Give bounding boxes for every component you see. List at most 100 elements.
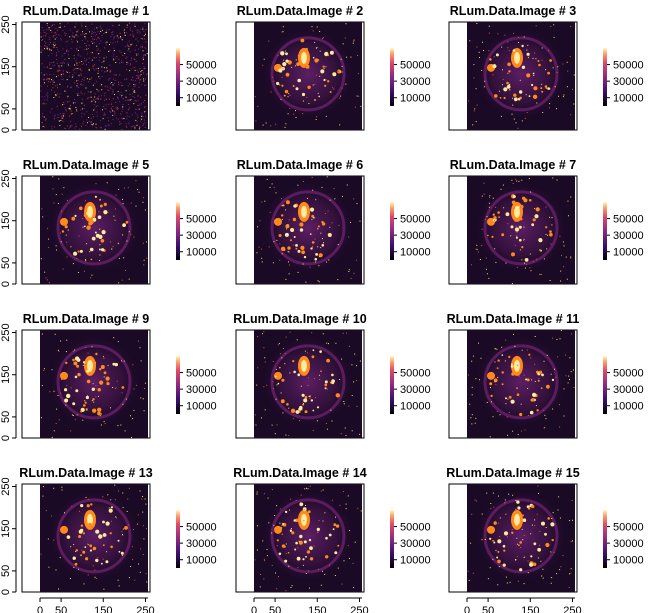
noise-pixel (563, 388, 565, 390)
noise-pixel (69, 105, 71, 107)
bright-spot (321, 244, 325, 247)
noise-pixel (123, 98, 125, 100)
noise-pixel (82, 31, 83, 33)
bright-spot (95, 352, 98, 356)
noise-pixel (266, 549, 268, 550)
noise-pixel (142, 398, 144, 400)
noise-pixel (511, 179, 513, 181)
noise-pixel (307, 385, 309, 386)
noise-pixel (325, 423, 327, 424)
bright-spot (101, 562, 103, 565)
noise-pixel (125, 125, 127, 127)
bright-spot (106, 382, 110, 386)
noise-pixel (475, 121, 477, 123)
bright-spot (300, 245, 305, 250)
noise-pixel (62, 115, 64, 117)
noise-pixel (75, 551, 77, 552)
bright-spot (295, 410, 300, 414)
bright-spot (307, 85, 311, 90)
noise-pixel (313, 378, 315, 380)
y-tick-label: 50 (0, 257, 12, 269)
noise-pixel (59, 83, 61, 85)
noise-pixel (56, 84, 58, 86)
noise-pixel (142, 50, 144, 52)
noise-pixel (76, 31, 78, 33)
bright-spot (513, 97, 518, 102)
noise-pixel (87, 91, 89, 93)
noise-pixel (134, 49, 136, 51)
noise-pixel (516, 537, 518, 539)
noise-pixel (65, 234, 67, 236)
noise-pixel (308, 103, 310, 104)
noise-pixel (264, 361, 266, 363)
noise-pixel (326, 428, 328, 430)
noise-pixel (111, 32, 113, 34)
noise-pixel (99, 78, 101, 80)
noise-pixel (263, 347, 265, 349)
noise-pixel (276, 505, 278, 507)
noise-pixel (145, 48, 147, 50)
noise-pixel (339, 97, 341, 99)
noise-pixel (126, 45, 128, 47)
x-axis: 0 50 150 250 (464, 597, 582, 613)
noise-pixel (143, 66, 145, 68)
noise-pixel (46, 79, 48, 81)
noise-pixel (132, 76, 134, 78)
noise-pixel (119, 121, 121, 123)
noise-pixel (258, 246, 260, 248)
noise-pixel (67, 537, 69, 539)
noise-pixel (45, 277, 47, 279)
colorbar-label: 10000 (613, 401, 644, 413)
hot-core (514, 513, 520, 526)
bright-spot (329, 91, 332, 93)
colorbar-label: 50000 (186, 368, 217, 380)
noise-pixel (46, 23, 48, 24)
noise-pixel (501, 346, 503, 348)
noise-pixel (78, 75, 80, 77)
noise-pixel (337, 244, 339, 246)
noise-pixel (353, 198, 355, 200)
bright-spot (512, 49, 516, 52)
noise-pixel (71, 113, 73, 115)
noise-field (470, 177, 572, 284)
bright-spot (82, 361, 86, 364)
bright-spot (281, 84, 284, 87)
noise-pixel (124, 34, 126, 36)
noise-pixel (287, 113, 289, 115)
bright-spot (291, 531, 295, 535)
noise-pixel (563, 266, 565, 268)
panel-grid: RLum.Data.Image # 1050150250100003000050… (0, 4, 644, 613)
noise-pixel (137, 105, 139, 106)
noise-pixel (146, 581, 148, 583)
bright-spot (521, 44, 524, 48)
noise-pixel (118, 24, 120, 26)
noise-pixel (481, 195, 483, 197)
noise-pixel (517, 127, 519, 129)
bright-spot (97, 388, 101, 392)
noise-pixel (96, 88, 98, 90)
noise-pixel (563, 245, 565, 247)
noise-pixel (63, 53, 65, 54)
noise-pixel (288, 261, 289, 263)
bright-spot (501, 383, 504, 386)
noise-pixel (107, 211, 109, 213)
noise-pixel (56, 37, 58, 39)
bright-spot (85, 557, 89, 561)
bright-spot (303, 540, 307, 544)
bright-spot (541, 373, 544, 377)
noise-pixel (142, 115, 144, 117)
noise-pixel (535, 25, 537, 27)
noise-pixel (59, 38, 61, 40)
noise-pixel (495, 549, 497, 551)
noise-pixel (538, 492, 540, 494)
noise-pixel (473, 77, 475, 79)
noise-pixel (113, 74, 115, 76)
noise-pixel (494, 381, 496, 383)
noise-pixel (333, 188, 335, 190)
noise-pixel (518, 375, 520, 377)
noise-pixel (469, 403, 471, 405)
noise-pixel (496, 410, 498, 412)
noise-pixel (99, 244, 101, 246)
noise-pixel (486, 216, 488, 218)
noise-pixel (136, 75, 138, 77)
